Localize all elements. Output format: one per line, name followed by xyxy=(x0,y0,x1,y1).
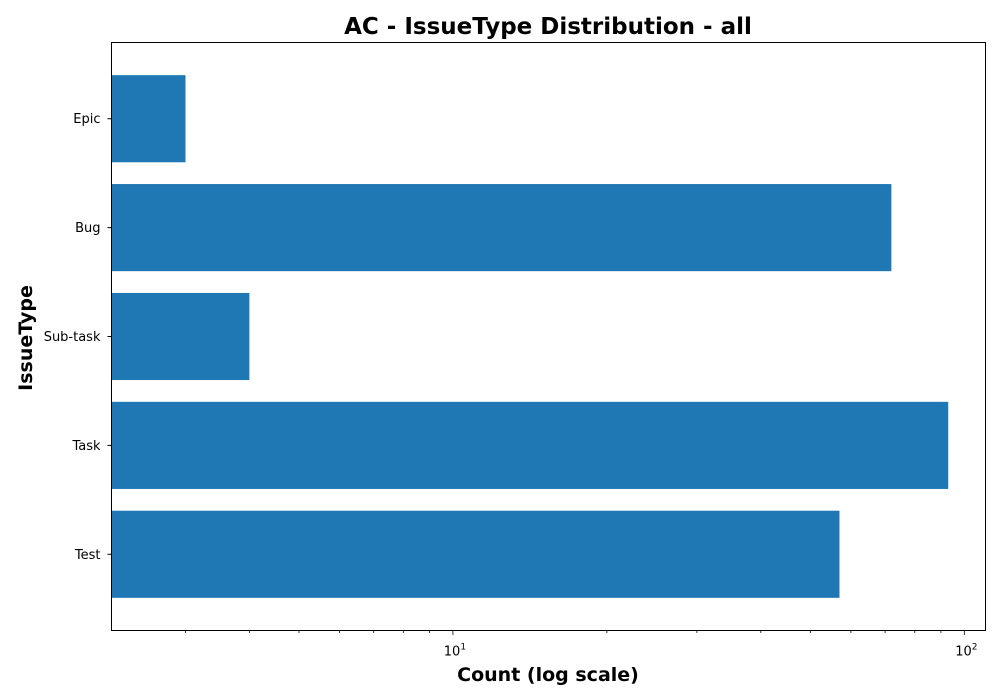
y-tick-label: Task xyxy=(71,439,101,454)
bar-epic xyxy=(112,75,186,162)
x-axis-label: Count (log scale) xyxy=(457,664,639,686)
y-axis-ticks: Epic Bug Sub-task Task Test xyxy=(44,112,112,563)
x-tick-label: 102 xyxy=(955,643,977,660)
y-tick-label: Bug xyxy=(75,221,100,236)
bars-group xyxy=(112,75,949,598)
bar-sub-task xyxy=(112,293,250,380)
x-tick-label: 101 xyxy=(444,643,466,660)
y-tick-label: Sub-task xyxy=(44,330,101,345)
bar-bug xyxy=(112,184,892,271)
bar-task xyxy=(112,402,949,489)
chart-title: AC - IssueType Distribution - all xyxy=(344,14,752,40)
bar-test xyxy=(112,511,840,598)
y-tick-label: Test xyxy=(74,548,101,563)
y-tick-label: Epic xyxy=(73,112,100,127)
y-axis-label: IssueType xyxy=(15,285,37,391)
x-axis-ticks: 101 102 xyxy=(185,631,977,660)
